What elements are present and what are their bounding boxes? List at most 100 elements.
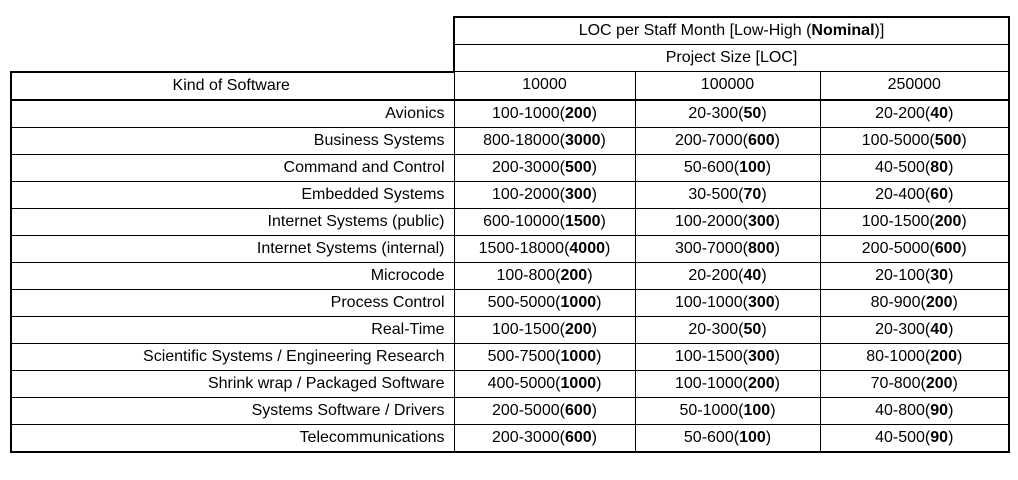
kind-of-software-cell: Microcode: [10, 261, 455, 290]
loc-nominal: 300: [747, 293, 775, 311]
project-size-header-cell: Project Size [LOC]: [452, 44, 1011, 72]
loc-value-cell: 1500-18000(4000): [453, 234, 636, 263]
loc-range-close: ): [961, 131, 967, 149]
loc-nominal: 200: [560, 266, 588, 284]
loc-range-close: ): [600, 131, 606, 149]
blank-corner-cell: [11, 17, 454, 45]
loc-value-cell: 200-5000(600): [453, 396, 636, 425]
kind-of-software-cell: Shrink wrap / Packaged Software: [10, 369, 455, 398]
loc-value-cell: 500-7500(1000): [453, 342, 636, 371]
loc-value-cell: 500-5000(1000): [453, 288, 636, 317]
loc-value-cell: 20-100(30): [819, 261, 1011, 290]
loc-value-cell: 20-200(40): [819, 99, 1011, 128]
loc-nominal: 300: [747, 347, 775, 365]
loc-range: 20-300(: [688, 104, 744, 122]
project-size-row: Project Size [LOC]: [11, 44, 1011, 72]
kind-of-software-cell: Internet Systems (internal): [10, 234, 455, 263]
loc-value-cell: 50-600(100): [634, 423, 821, 453]
loc-range: 200-5000(: [861, 239, 935, 257]
loc-range-close: ): [774, 293, 780, 311]
loc-nominal: 1000: [560, 293, 597, 311]
table-row: Embedded Systems 100-2000(300) 30-500(70) 2…: [10, 180, 1011, 209]
loc-range: 600-10000(: [483, 212, 565, 230]
loc-nominal: 40: [743, 266, 762, 284]
kind-of-software-header: Kind of Software: [10, 70, 455, 101]
loc-nominal: 200: [564, 104, 592, 122]
table-title-nominal: Nominal: [811, 22, 875, 39]
table-title-cell: LOC per Staff Month [Low-High (Nominal)]: [452, 16, 1011, 45]
loc-value-cell: 100-5000(500): [819, 126, 1011, 155]
table-row: Internet Systems (internal) 1500-18000(40…: [10, 234, 1011, 263]
loc-range-close: ): [774, 347, 780, 365]
loc-range-close: ): [948, 266, 954, 284]
loc-nominal: 800: [747, 239, 775, 257]
loc-value-cell: 200-5000(600): [819, 234, 1011, 263]
column-header-row: Kind of Software 10000 100000 250000: [10, 70, 1011, 101]
loc-range-close: ): [770, 401, 776, 419]
loc-range: 50-1000(: [679, 401, 744, 419]
loc-nominal: 40: [930, 104, 949, 122]
loc-range: 200-5000(: [492, 401, 565, 419]
loc-range-close: ): [765, 428, 772, 446]
table-row: Telecommunications 200-3000(600) 50-600(10…: [10, 423, 1011, 453]
loc-value-cell: 100-2000(300): [453, 180, 636, 209]
kind-of-software-cell: Scientific Systems / Engineering Researc…: [10, 342, 455, 371]
loc-range: 100-5000(: [861, 131, 935, 149]
loc-value-cell: 600-10000(1500): [453, 207, 636, 236]
loc-range-close: ): [596, 347, 602, 365]
loc-range-close: ): [765, 158, 772, 176]
loc-range: 40-500(: [875, 428, 931, 446]
loc-range: 20-100(: [875, 266, 931, 284]
loc-value-cell: 200-7000(600): [634, 126, 821, 155]
loc-nominal: 600: [564, 428, 592, 446]
loc-range: 200-7000(: [675, 131, 748, 149]
loc-value-cell: 100-1000(300): [634, 288, 821, 317]
loc-range-close: ): [605, 239, 611, 257]
loc-range-close: ): [591, 104, 597, 122]
kind-of-software-cell: Embedded Systems: [10, 180, 455, 209]
loc-nominal: 300: [564, 185, 592, 203]
loc-range-close: ): [774, 239, 780, 257]
loc-nominal: 200: [925, 374, 953, 392]
loc-range: 80-1000(: [866, 347, 931, 365]
loc-range-close: ): [761, 266, 767, 284]
loc-range: 20-300(: [688, 320, 744, 338]
loc-range: 100-1000(: [675, 293, 748, 311]
loc-nominal: 60: [930, 185, 949, 203]
loc-nominal: 500: [934, 131, 962, 149]
loc-nominal: 200: [925, 293, 953, 311]
loc-nominal: 50: [743, 104, 762, 122]
loc-range: 200-3000(: [492, 428, 565, 446]
loc-nominal: 1000: [560, 374, 597, 392]
loc-range: 100-1500(: [675, 347, 748, 365]
loc-nominal: 200: [564, 320, 592, 338]
table-row: Shrink wrap / Packaged Software 400-5000(…: [10, 369, 1011, 398]
loc-value-cell: 80-900(200): [819, 288, 1011, 317]
loc-range-close: ): [774, 131, 780, 149]
loc-per-staff-month-table: LOC per Staff Month [Low-High (Nominal)]…: [10, 16, 1011, 453]
loc-value-cell: 100-2000(300): [634, 207, 821, 236]
loc-nominal: 80: [930, 158, 949, 176]
loc-range-close: ): [596, 293, 602, 311]
size-header-10000: 10000: [453, 71, 636, 101]
loc-range-close: ): [587, 266, 593, 284]
loc-range-close: ): [952, 374, 958, 392]
loc-range-close: ): [591, 401, 597, 419]
loc-nominal: 100: [739, 158, 766, 176]
kind-of-software-cell: Systems Software / Drivers: [10, 396, 455, 425]
loc-value-cell: 100-1000(200): [634, 369, 821, 398]
loc-range: 40-500(: [875, 158, 931, 176]
loc-range: 1500-18000(: [478, 239, 570, 257]
loc-value-cell: 20-300(50): [634, 315, 821, 344]
loc-range: 20-400(: [875, 185, 931, 203]
kind-of-software-cell: Telecommunications: [10, 423, 455, 453]
loc-value-cell: 20-200(40): [634, 261, 821, 290]
loc-range-close: ): [761, 185, 767, 203]
loc-nominal: 1000: [560, 347, 597, 365]
loc-range-close: ): [591, 320, 597, 338]
page: LOC per Staff Month [Low-High (Nominal)]…: [10, 16, 1011, 453]
loc-nominal: 100: [739, 428, 766, 446]
loc-value-cell: 200-3000(600): [453, 423, 636, 453]
loc-range-close: ): [774, 374, 780, 392]
kind-of-software-cell: Internet Systems (public): [10, 207, 455, 236]
